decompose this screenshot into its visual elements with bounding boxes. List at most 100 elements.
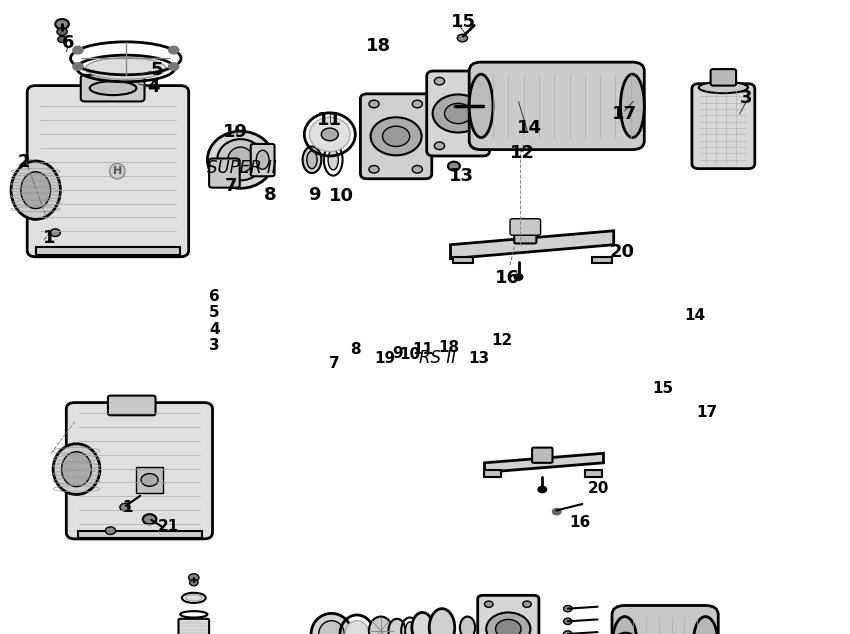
Bar [592, 257, 612, 263]
Ellipse shape [460, 616, 475, 634]
Ellipse shape [303, 146, 321, 173]
Text: RS II: RS II [419, 349, 456, 367]
Circle shape [57, 28, 67, 36]
FancyBboxPatch shape [108, 396, 156, 415]
Circle shape [369, 165, 379, 173]
Text: 3: 3 [740, 89, 752, 107]
Circle shape [141, 474, 158, 486]
Ellipse shape [699, 82, 748, 93]
Circle shape [484, 601, 493, 607]
Bar [78, 531, 202, 538]
Circle shape [58, 36, 66, 42]
Circle shape [105, 527, 116, 534]
Text: 14: 14 [517, 119, 542, 137]
Text: 4: 4 [209, 321, 219, 337]
Text: 5: 5 [209, 305, 219, 320]
Ellipse shape [54, 444, 100, 495]
Circle shape [615, 633, 636, 634]
Circle shape [120, 503, 130, 511]
Text: 19: 19 [223, 123, 248, 141]
Ellipse shape [85, 58, 167, 79]
Ellipse shape [328, 150, 338, 170]
Text: 16: 16 [495, 269, 520, 287]
Circle shape [445, 103, 472, 124]
Text: 17: 17 [612, 105, 638, 123]
Ellipse shape [256, 150, 269, 169]
Text: 17: 17 [697, 404, 717, 420]
Ellipse shape [307, 151, 317, 169]
Circle shape [538, 486, 547, 493]
Circle shape [190, 579, 198, 586]
FancyBboxPatch shape [27, 86, 189, 257]
Ellipse shape [185, 595, 202, 601]
Ellipse shape [62, 451, 92, 487]
Text: 7: 7 [329, 356, 339, 372]
FancyBboxPatch shape [360, 94, 432, 179]
Text: 8: 8 [264, 186, 276, 204]
Text: 14: 14 [685, 308, 706, 323]
Ellipse shape [469, 74, 493, 138]
Circle shape [564, 605, 572, 612]
Ellipse shape [319, 621, 344, 634]
Text: 3: 3 [209, 338, 219, 353]
Ellipse shape [613, 616, 637, 634]
Polygon shape [450, 231, 614, 259]
Circle shape [514, 274, 523, 280]
Text: 20: 20 [587, 481, 609, 496]
Circle shape [73, 63, 83, 70]
Polygon shape [484, 453, 604, 472]
Circle shape [412, 165, 422, 173]
Text: 1: 1 [43, 229, 55, 247]
FancyBboxPatch shape [478, 595, 539, 634]
Ellipse shape [228, 147, 253, 172]
Ellipse shape [345, 621, 369, 634]
Text: 19: 19 [375, 351, 395, 366]
Circle shape [434, 77, 445, 85]
FancyBboxPatch shape [692, 84, 755, 169]
Text: 13: 13 [449, 167, 474, 185]
Text: 10: 10 [400, 347, 420, 362]
Circle shape [564, 631, 572, 634]
Text: 20: 20 [609, 243, 635, 261]
Circle shape [168, 46, 178, 54]
Text: 11: 11 [413, 342, 434, 358]
Ellipse shape [694, 616, 717, 634]
Text: 8: 8 [350, 342, 360, 358]
FancyBboxPatch shape [209, 158, 240, 188]
Circle shape [168, 63, 178, 70]
Ellipse shape [405, 622, 414, 634]
Circle shape [472, 142, 482, 150]
Text: 9: 9 [309, 186, 320, 204]
Ellipse shape [217, 139, 264, 181]
Bar [36, 247, 180, 255]
Text: 10: 10 [329, 187, 354, 205]
Text: 6: 6 [209, 288, 219, 304]
Ellipse shape [620, 74, 644, 138]
Text: 11: 11 [317, 112, 343, 129]
Text: 21: 21 [158, 519, 178, 534]
Text: 12: 12 [510, 145, 536, 162]
Text: 15: 15 [450, 13, 476, 31]
Circle shape [434, 142, 445, 150]
FancyBboxPatch shape [514, 227, 536, 243]
Circle shape [433, 94, 484, 133]
FancyBboxPatch shape [178, 619, 209, 634]
Bar [453, 257, 473, 263]
FancyBboxPatch shape [532, 448, 552, 463]
FancyBboxPatch shape [81, 75, 144, 101]
Circle shape [448, 162, 460, 171]
Text: 13: 13 [468, 351, 489, 366]
Ellipse shape [411, 612, 433, 634]
Text: 2: 2 [18, 153, 30, 171]
Bar [585, 470, 602, 477]
Bar [484, 470, 501, 477]
FancyBboxPatch shape [469, 62, 644, 150]
Ellipse shape [207, 131, 274, 188]
FancyBboxPatch shape [427, 71, 490, 156]
Circle shape [457, 34, 468, 42]
FancyBboxPatch shape [612, 605, 718, 634]
Ellipse shape [429, 609, 455, 634]
Text: 7: 7 [225, 178, 237, 195]
Text: 9: 9 [393, 346, 403, 361]
Ellipse shape [90, 81, 136, 95]
